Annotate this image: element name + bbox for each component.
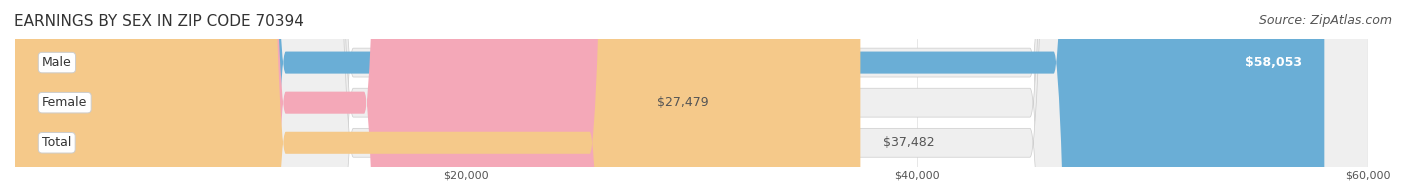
Text: Source: ZipAtlas.com: Source: ZipAtlas.com [1258,14,1392,27]
FancyBboxPatch shape [15,0,1324,196]
Text: Female: Female [42,96,87,109]
Text: Male: Male [42,56,72,69]
FancyBboxPatch shape [15,0,1368,196]
FancyBboxPatch shape [15,0,860,196]
FancyBboxPatch shape [15,0,634,196]
Text: Total: Total [42,136,72,149]
Text: EARNINGS BY SEX IN ZIP CODE 70394: EARNINGS BY SEX IN ZIP CODE 70394 [14,14,304,29]
FancyBboxPatch shape [15,0,1368,196]
Text: $58,053: $58,053 [1244,56,1302,69]
FancyBboxPatch shape [15,0,1368,196]
Text: $27,479: $27,479 [658,96,709,109]
Text: $37,482: $37,482 [883,136,935,149]
